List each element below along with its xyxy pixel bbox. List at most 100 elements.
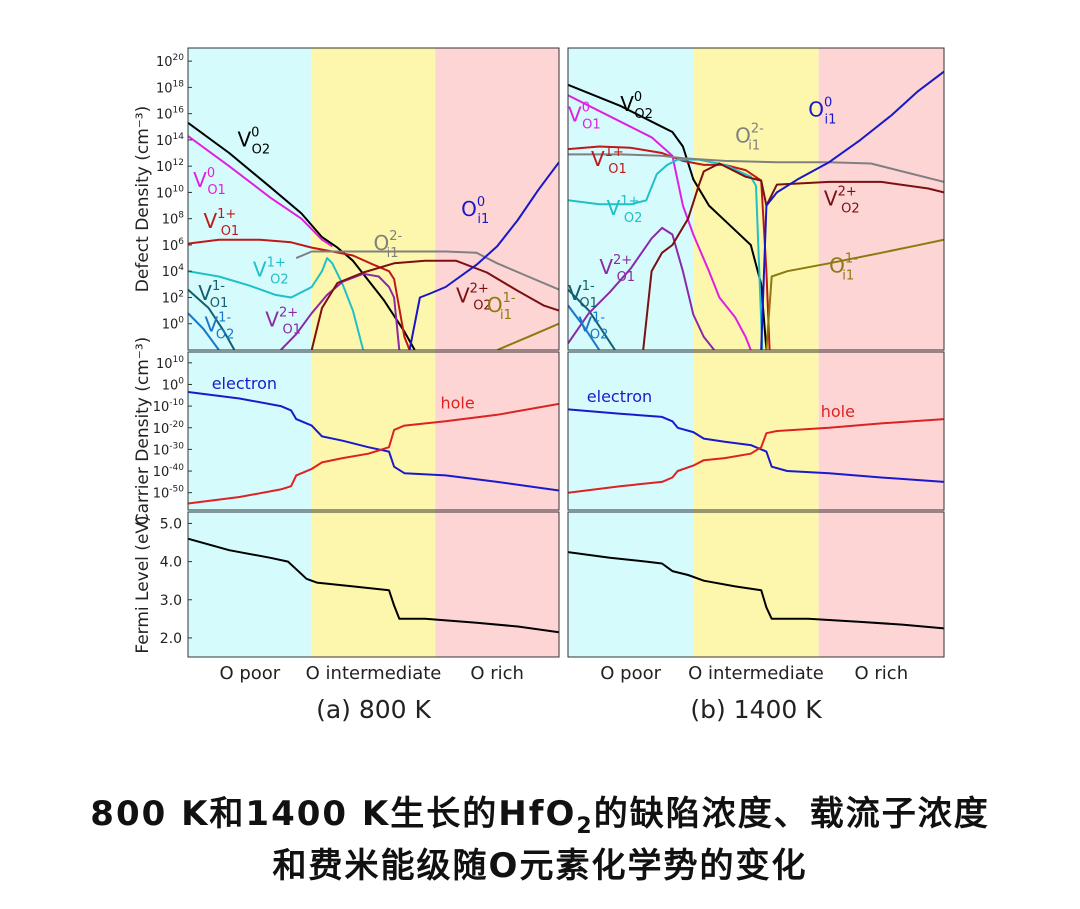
series-oi1-1minus-line (496, 322, 559, 350)
label-oi1-0: O0 i1 (461, 195, 489, 227)
series-hole-line (188, 402, 559, 505)
fermi-panel-b (567, 511, 945, 658)
label-vo1-1plus: V1+ O1 (203, 207, 239, 239)
defect-frame (187, 47, 560, 351)
defect-y-axis-label: Defect Density (cm⁻³) (133, 106, 153, 292)
series-vo1-1minus-line (188, 288, 236, 350)
region-label: O intermediate (688, 663, 824, 684)
series-vo1-2plus-line (568, 226, 715, 350)
label-oi1-2minus: O2-i1 (374, 229, 403, 261)
label-vo2-0: V0 O2 (620, 90, 653, 122)
region-label: O rich (855, 663, 909, 684)
series-vo2-1minus-line (188, 312, 220, 350)
y-tick-label: 100 (162, 376, 185, 393)
label-hole: hole (440, 393, 474, 412)
y-tick-label: 10-50 (153, 485, 185, 502)
y-tick-label: 1016 (156, 106, 184, 123)
chart-subtitle: (a) 800 K (316, 695, 431, 724)
label-electron: electron (212, 374, 277, 393)
carrier-panel-b: electron hole (567, 351, 945, 511)
defect-frame (567, 47, 945, 351)
y-tick-label: 1010 (156, 355, 184, 372)
y-tick-label: 100 (162, 316, 185, 333)
series-fermi-line (568, 551, 944, 630)
y-tick-label: 1018 (156, 79, 184, 96)
defect-panel-a: 100 102 104 106 108 1010 1012 1014 1016 1018 1020 D… (133, 47, 560, 351)
label-oi1-1minus: O1-i1 (487, 291, 516, 323)
carrier-frame (567, 351, 945, 511)
region-label: O rich (470, 663, 524, 684)
y-tick-label: 1010 (156, 184, 184, 201)
series-vo1-1plus-line (188, 238, 411, 350)
caption-line-2: 和费米能级随O元素化学势的变化 (272, 846, 808, 886)
series-oi1-2minus-line (568, 153, 944, 183)
series-hole-line (568, 418, 944, 494)
series-vo1-0-line (188, 135, 333, 248)
label-vo2-0: V0 O2 (237, 125, 270, 157)
label-oi1-1minus: O1-i1 (829, 252, 858, 284)
caption-line-1-before: 800 K和1400 K生长的HfO (90, 794, 577, 834)
label-vo2-2plus: V2+ O2 (456, 282, 492, 314)
series-oi1-0-line (760, 70, 944, 350)
y-tick-label: 102 (162, 289, 184, 306)
label-hole: hole (821, 402, 855, 421)
y-tick-label: 104 (162, 263, 185, 280)
y-tick-label: 1012 (156, 158, 184, 175)
carrier-panel-a: 1010 100 10-10 10-20 10-30 10-40 10-50Carrier … (133, 337, 560, 526)
label-vo1-1minus: V1-O1 (198, 279, 228, 311)
y-tick-label: 3.0 (160, 593, 182, 609)
series-vo2-0-line (568, 83, 768, 350)
carrier-y-axis-label: Carrier Density (cm⁻³) (133, 337, 153, 526)
fermi-frame (567, 511, 945, 658)
label-vo1-0: V0 O1 (568, 101, 601, 133)
series-vo2-1plus-line (188, 257, 365, 350)
label-oi1-2minus: O2-i1 (735, 122, 764, 154)
series-electron-line (568, 408, 944, 483)
series-oi1-1minus-line (765, 238, 944, 350)
series-vo2-2plus-line (642, 162, 944, 350)
y-tick-label: 1014 (156, 132, 184, 149)
y-tick-label: 106 (162, 237, 185, 254)
chart-a: 100 102 104 106 108 1010 1012 1014 1016 1018 1020 D… (133, 47, 560, 724)
caption-line-1-after: 的缺陷浓度、载流子浓度 (593, 794, 990, 834)
region-label: O poor (219, 663, 280, 684)
y-tick-label: 10-20 (153, 420, 185, 437)
label-oi1-0: O0 i1 (808, 95, 836, 127)
y-tick-label: 10-40 (153, 463, 185, 480)
fermi-panel-a: 5.0 4.0 3.0 2.0 Fermi Level (eV) (133, 511, 560, 658)
label-vo2-2plus: V2+ O2 (824, 185, 860, 217)
fermi-frame (187, 511, 560, 658)
y-tick-label: 10-10 (153, 398, 185, 415)
series-vo1-1plus-line (568, 145, 771, 350)
label-vo1-2plus: V2+ O1 (265, 305, 301, 337)
series-fermi-line (188, 537, 559, 634)
chart-subtitle: (b) 1400 K (690, 695, 822, 724)
series-oi1-2minus-line (295, 250, 559, 291)
series-vo2-0-line (188, 121, 416, 350)
y-tick-label: 5.0 (160, 516, 182, 532)
label-vo1-1plus: V1+ O1 (591, 145, 627, 177)
label-electron: electron (587, 387, 652, 406)
y-tick-label: 4.0 (160, 555, 182, 571)
series-vo1-1minus-line (568, 288, 616, 350)
label-vo1-2plus: V2+ O1 (599, 253, 635, 285)
series-electron-line (188, 391, 559, 492)
carrier-frame (187, 351, 560, 511)
series-vo2-2plus-line (310, 259, 559, 350)
series-oi1-0-line (408, 161, 559, 350)
label-vo2-1plus: V1+ O2 (607, 194, 643, 226)
label-vo1-0: V0 O1 (193, 166, 226, 198)
y-tick-label: 2.0 (160, 631, 182, 647)
label-vo2-1minus: V1-O2 (204, 311, 234, 343)
label-vo1-1minus: V1-O1 (568, 279, 598, 311)
label-vo2-1minus: V1-O2 (578, 311, 608, 343)
caption-line-1: 800 K和1400 K生长的HfO2的缺陷浓度、载流子浓度 (0, 786, 1080, 839)
series-vo2-1minus-line (568, 304, 601, 350)
y-tick-label: 10-30 (153, 441, 185, 458)
region-label: O poor (600, 663, 661, 684)
label-vo2-1plus: V1+ O2 (253, 255, 289, 287)
series-vo1-0-line (568, 94, 752, 350)
